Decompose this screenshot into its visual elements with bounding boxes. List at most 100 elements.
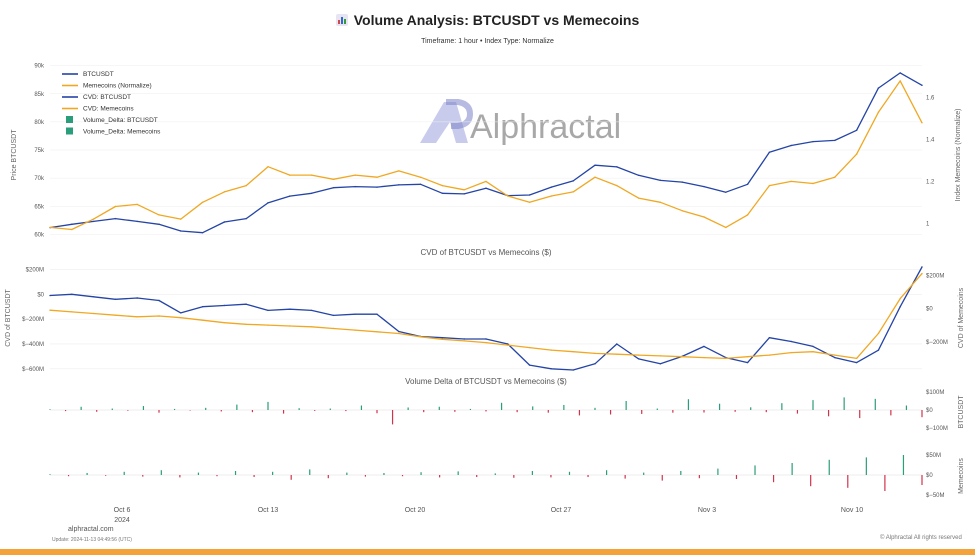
- data-point: [616, 353, 618, 355]
- data-point: [49, 309, 51, 311]
- y-axis-title: CVD of BTCUSDT: [5, 288, 12, 346]
- data-point: [463, 189, 465, 191]
- bottom-accent-bar: [0, 549, 975, 555]
- data-point: [485, 187, 487, 189]
- y2-axis-title: CVD of Memecoins: [958, 287, 965, 348]
- y-tick-label: $−50M: [926, 493, 945, 499]
- data-point: [572, 180, 574, 182]
- data-point: [550, 195, 553, 197]
- data-point: [572, 369, 574, 371]
- data-point: [550, 349, 553, 351]
- data-point: [528, 364, 531, 366]
- data-point: [332, 178, 335, 181]
- data-point: [572, 351, 574, 353]
- data-point: [332, 314, 335, 317]
- footer-update: Update: 2024-11-13 04:49:56 (UTC): [52, 537, 132, 543]
- cvd-panel: $200M $0 $−200M $−400M $−600M $200M $0 $−200M CV…: [5, 248, 965, 373]
- legend-item[interactable]: CVD: Memecoins: [62, 106, 134, 113]
- y-tick-label: $50M: [926, 453, 941, 459]
- data-point: [419, 336, 422, 338]
- y-tick-label: 70k: [34, 176, 45, 182]
- x-tick-label: Oct 13: [258, 507, 279, 514]
- data-point: [180, 312, 182, 314]
- y-tick-label: $−100M: [926, 426, 948, 432]
- x-tick-label: Oct 20: [405, 507, 426, 514]
- data-point: [899, 80, 901, 82]
- data-point: [201, 231, 204, 234]
- data-point: [681, 209, 683, 212]
- data-point: [528, 201, 531, 204]
- data-point: [114, 205, 117, 208]
- data-point: [572, 191, 574, 193]
- data-point: [310, 174, 313, 176]
- watermark-text: Alphractal: [470, 108, 621, 146]
- data-point: [899, 72, 901, 74]
- legend-item[interactable]: BTCUSDT: [62, 71, 114, 78]
- y2-axis-title: Index Memecoins (Normalize): [955, 109, 962, 202]
- data-point: [180, 316, 182, 319]
- data-point: [114, 298, 117, 300]
- data-point: [659, 179, 662, 182]
- data-point: [267, 166, 269, 168]
- data-point: [725, 226, 727, 229]
- x-tick-label: Nov 10: [841, 507, 863, 514]
- panel-title: CVD of BTCUSDT vs Memecoins ($): [421, 248, 552, 257]
- data-point: [768, 337, 771, 339]
- legend-item[interactable]: Volume_Delta: BTCUSDT: [66, 116, 158, 124]
- data-point: [136, 316, 138, 318]
- legend-swatch-square: [66, 116, 73, 123]
- data-point: [790, 340, 792, 343]
- data-point: [463, 338, 465, 340]
- data-point: [703, 185, 705, 188]
- data-point: [507, 344, 509, 346]
- legend-item[interactable]: Volume_Delta: Memecoins: [66, 127, 161, 136]
- y-tick-label: $0: [926, 473, 933, 479]
- data-point: [398, 330, 400, 333]
- legend-item[interactable]: Memecoins (Normalize): [62, 83, 152, 90]
- data-point: [725, 357, 727, 360]
- data-point: [441, 184, 444, 187]
- data-point: [71, 228, 73, 231]
- data-point: [877, 111, 880, 114]
- data-point: [354, 174, 356, 176]
- data-point: [834, 139, 836, 142]
- data-point: [834, 176, 836, 178]
- data-point: [681, 181, 683, 183]
- data-point: [921, 266, 923, 268]
- data-point: [528, 194, 531, 196]
- data-point: [441, 192, 444, 195]
- data-point: [637, 354, 640, 356]
- x-tick-label: Nov 3: [698, 507, 716, 514]
- data-point: [419, 176, 422, 178]
- y2-tick-label: $−200M: [926, 340, 948, 346]
- data-point: [463, 193, 465, 195]
- data-point: [180, 218, 182, 220]
- data-point: [790, 351, 792, 354]
- legend-label: Memecoins (Normalize): [83, 83, 152, 90]
- data-point: [616, 343, 618, 345]
- data-point: [746, 214, 749, 216]
- legend-item[interactable]: CVD: BTCUSDT: [62, 94, 131, 101]
- y2-tick-label: 1.6: [926, 96, 935, 102]
- y-tick-label: $−600M: [22, 367, 44, 373]
- data-point: [834, 354, 836, 356]
- data-point: [180, 230, 182, 232]
- data-point: [245, 303, 247, 305]
- data-point: [812, 182, 814, 185]
- data-point: [201, 306, 204, 308]
- data-point: [136, 220, 138, 223]
- data-point: [398, 170, 400, 172]
- data-point: [201, 201, 204, 204]
- data-point: [136, 297, 138, 299]
- data-point: [616, 184, 618, 187]
- y-tick-label: $0: [926, 408, 933, 414]
- data-point: [659, 355, 662, 357]
- data-point: [376, 186, 378, 188]
- data-point: [92, 296, 95, 298]
- legend-label: CVD: Memecoins: [83, 106, 134, 113]
- legend[interactable]: BTCUSDT Memecoins (Normalize) CVD: BTCUSDT…: [62, 71, 161, 136]
- y-tick-label: 80k: [34, 120, 45, 126]
- data-point: [703, 216, 705, 218]
- data-point: [441, 338, 444, 340]
